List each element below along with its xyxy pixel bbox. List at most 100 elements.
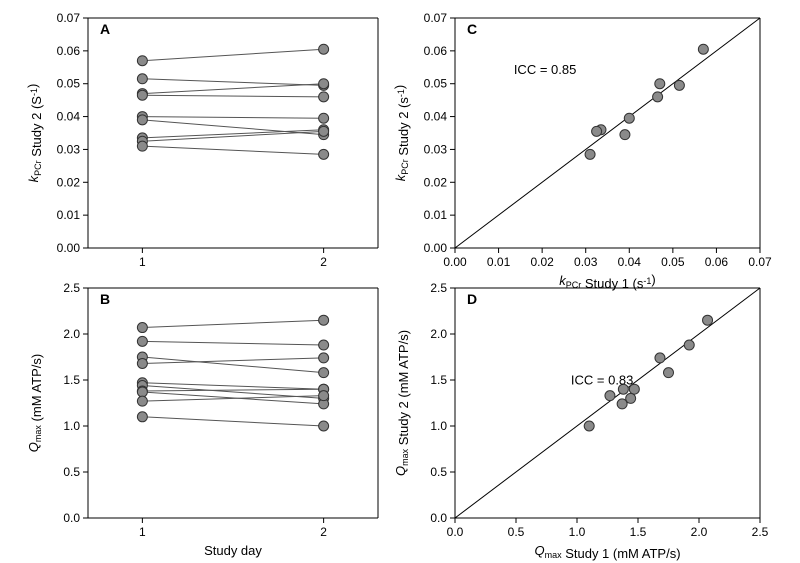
data-point [605,391,615,401]
pair-line [142,358,323,364]
data-point [674,80,684,90]
xtick-label: 0.04 [618,255,642,269]
data-point [137,396,147,406]
data-point [319,315,329,325]
y-axis-title: Qmax Study 2 (mM ATP/s) [393,330,411,476]
data-point [319,113,329,123]
pair-line [142,84,323,94]
pair-line [142,357,323,373]
xtick-label: 0.0 [447,525,464,539]
panel-label: B [100,291,110,307]
pair-line [142,341,323,345]
identity-line [455,288,760,518]
xtick-label: 0.05 [661,255,685,269]
data-point [137,90,147,100]
data-point [592,126,602,136]
pair-line [142,49,323,61]
ytick-label: 2.0 [430,327,447,341]
ytick-label: 0.07 [424,11,448,25]
data-point [319,126,329,136]
data-point [624,113,634,123]
ytick-label: 0.04 [424,110,448,124]
pair-line [142,117,323,119]
ytick-label: 0.02 [57,175,81,189]
xtick-label: 0.00 [443,255,467,269]
xtick-label: 2.0 [691,525,708,539]
data-point [319,149,329,159]
pair-line [142,396,323,402]
x-axis-title: Study day [204,543,262,558]
data-point [698,44,708,54]
ytick-label: 1.5 [63,373,80,387]
panel-B: 0.0 0.5 1.0 1.5 2.0 2.5 1 2 Qmax (mM ATP/s) Study… [26,281,378,558]
pair-line [142,320,323,327]
data-point [655,353,665,363]
xtick-label: 1.5 [630,525,647,539]
pair-line [142,95,323,97]
ytick-label: 0.02 [424,175,448,189]
data-point [703,315,713,325]
xtick-label: 2 [320,525,327,539]
data-point [653,92,663,102]
data-point [319,92,329,102]
data-point [585,149,595,159]
data-point [319,44,329,54]
ytick-label: 0.01 [424,208,448,222]
xtick-label: 2 [320,255,327,269]
ytick-label: 0.03 [57,142,81,156]
panel-C: 0.000.010.020.030.040.050.060.070.000.01… [392,11,772,291]
xtick-label: 1.0 [569,525,586,539]
pair-line [142,417,323,426]
data-point [664,368,674,378]
y-axis-title: Qmax (mM ATP/s) [26,354,44,452]
data-point [319,79,329,89]
ytick-label: 0.07 [57,11,81,25]
ytick-label: 0.5 [63,465,80,479]
xtick-label: 0.07 [748,255,772,269]
ytick-label: 2.5 [63,281,80,295]
ytick-label: 0.0 [430,511,447,525]
ytick-label: 1.0 [430,419,447,433]
ytick-label: 1.0 [63,419,80,433]
data-point [137,358,147,368]
data-point [137,412,147,422]
ytick-label: 0.00 [57,241,81,255]
xtick-label: 1 [139,525,146,539]
panel-label: A [100,21,110,37]
data-point [319,353,329,363]
figure-svg: 0.000.010.020.030.040.050.060.0712kPCr S… [0,0,800,563]
panel-A: 0.000.010.020.030.040.050.060.0712kPCr S… [25,11,378,269]
pair-line [142,389,323,391]
data-point [617,399,627,409]
data-point [137,323,147,333]
ytick-label: 0.06 [57,44,81,58]
ytick-label: 0.0 [63,511,80,525]
data-point [319,391,329,401]
xtick-label: 0.06 [705,255,729,269]
ytick-label: 2.0 [63,327,80,341]
xtick-label: 0.5 [508,525,525,539]
ytick-label: 0.01 [57,208,81,222]
x-axis-title: Qmax Study 1 (mM ATP/s) [534,543,680,561]
xtick-label: 0.03 [574,255,598,269]
ytick-label: 2.5 [430,281,447,295]
ytick-label: 0.00 [424,241,448,255]
ytick-label: 0.05 [57,77,81,91]
data-point [684,340,694,350]
pair-line [142,146,323,154]
data-point [620,130,630,140]
ytick-label: 0.05 [424,77,448,91]
data-point [137,56,147,66]
xtick-label: 2.5 [752,525,769,539]
ytick-label: 0.03 [424,142,448,156]
xtick-label: 1 [139,255,146,269]
icc-annotation: ICC = 0.85 [514,62,577,77]
identity-line [455,18,760,248]
panel-label: C [467,21,477,37]
ytick-label: 0.06 [424,44,448,58]
data-point [319,421,329,431]
data-point [137,336,147,346]
data-point [319,368,329,378]
data-point [655,79,665,89]
pair-line [142,383,323,389]
